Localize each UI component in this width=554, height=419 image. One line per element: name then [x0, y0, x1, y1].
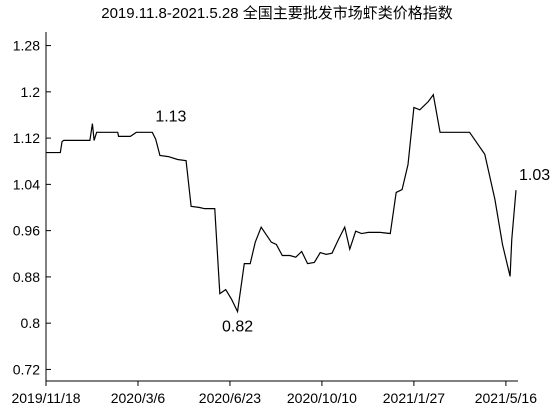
- x-tick-label: 2021/5/16: [475, 390, 537, 406]
- y-tick-label: 1.28: [13, 38, 40, 54]
- y-tick-label: 0.96: [13, 223, 40, 239]
- y-tick-label: 1.2: [21, 84, 41, 100]
- x-tick-label: 2021/1/27: [383, 390, 445, 406]
- y-tick-label: 0.8: [21, 315, 41, 331]
- y-tick-label: 1.12: [13, 130, 40, 146]
- value-label: 0.82: [222, 319, 253, 336]
- y-tick-label: 1.04: [13, 176, 40, 192]
- chart-title: 2019.11.8-2021.5.28 全国主要批发市场虾类价格指数: [101, 4, 453, 22]
- y-tick-label: 0.88: [13, 269, 40, 285]
- x-tick-label: 2019/11/18: [11, 390, 80, 406]
- x-tick-label: 2020/3/6: [111, 390, 166, 406]
- x-tick-label: 2020/10/10: [287, 390, 357, 406]
- line: [46, 93, 517, 314]
- value-label: 1.03: [519, 167, 550, 184]
- x-tick-label: 2020/6/23: [199, 390, 261, 406]
- value-label: 1.13: [155, 108, 186, 125]
- y-tick-label: 0.72: [13, 361, 40, 377]
